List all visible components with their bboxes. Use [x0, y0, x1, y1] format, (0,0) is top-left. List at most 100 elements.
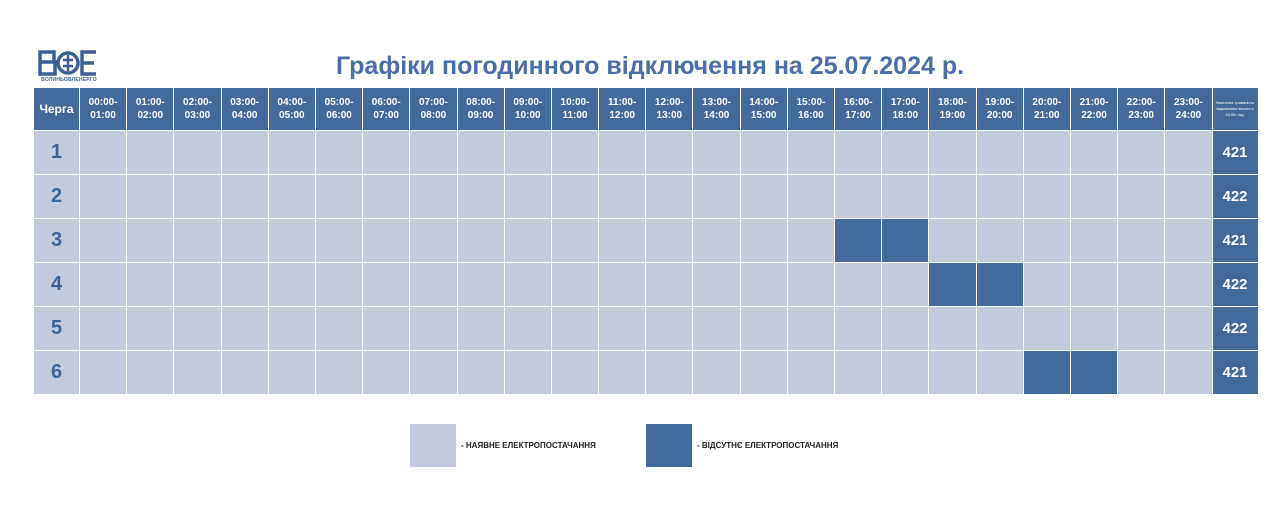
power-on-cell — [739, 350, 788, 395]
total-duration: 422 — [1211, 262, 1259, 307]
hour-header-from: 10:00- — [560, 97, 590, 108]
power-on-cell — [503, 350, 552, 395]
power-on-cell — [126, 262, 175, 307]
hour-header-from: 23:00- — [1173, 97, 1203, 108]
power-on-cell — [598, 306, 647, 351]
power-on-cell — [975, 218, 1024, 263]
hour-header-to: 09:00 — [467, 110, 494, 121]
total-duration: 422 — [1211, 174, 1259, 219]
power-on-cell — [314, 306, 364, 351]
logo-mark-icon — [38, 50, 96, 76]
power-on-cell — [1022, 218, 1071, 263]
power-on-cell — [881, 350, 930, 395]
hour-header-from: 12:00- — [654, 97, 684, 108]
hour-header-to: 07:00 — [373, 110, 399, 121]
hour-header-to: 20:00 — [986, 110, 1013, 121]
power-on-cell — [503, 218, 552, 263]
hour-header-to: 23:00 — [1128, 110, 1154, 121]
hour-header-from: 08:00- — [466, 97, 496, 108]
power-on-cell — [220, 262, 269, 307]
power-on-cell — [1069, 218, 1119, 263]
hour-header-to: 10:00 — [514, 110, 541, 121]
power-on-cell — [550, 262, 600, 307]
power-on-cell — [1022, 174, 1071, 219]
hour-header: 08:00- 09:00 — [456, 87, 505, 131]
power-on-cell — [833, 350, 883, 395]
power-on-cell — [78, 174, 128, 219]
power-on-cell — [833, 174, 883, 219]
hour-header: 23:00- 24:00 — [1164, 87, 1213, 131]
power-on-cell — [786, 174, 836, 219]
power-on-cell — [692, 350, 741, 395]
hour-header-to: 04:00 — [231, 110, 258, 121]
power-on-cell — [975, 350, 1024, 395]
power-on-cell — [645, 218, 694, 263]
queue-number: 4 — [33, 262, 80, 307]
power-on-cell — [692, 262, 741, 307]
hour-header-to: 24:00 — [1175, 110, 1202, 121]
legend-on-label: - НАЯВНЕ ЕЛЕКТРОПОСТАЧАННЯ — [461, 441, 596, 450]
hour-header-to: 05:00 — [279, 110, 305, 121]
hour-header-from: 20:00- — [1032, 97, 1062, 108]
total-duration: 422 — [1211, 306, 1259, 351]
power-on-cell — [1022, 306, 1071, 351]
power-on-cell — [503, 262, 552, 307]
power-on-cell — [692, 130, 741, 175]
power-on-cell — [78, 262, 128, 307]
power-on-cell — [173, 306, 222, 351]
power-on-cell — [739, 130, 788, 175]
power-on-cell — [645, 174, 694, 219]
power-on-cell — [1164, 306, 1213, 351]
hour-header-from: 15:00- — [796, 97, 826, 108]
power-on-cell — [409, 218, 458, 263]
outage-cell — [975, 262, 1024, 307]
power-on-cell — [409, 350, 458, 395]
hour-header-from: 11:00- — [607, 97, 637, 108]
page-title: Графіки погодинного відключення на 25.07… — [335, 52, 965, 80]
power-on-cell — [1069, 262, 1119, 307]
hour-header: 10:00- 11:00 — [550, 87, 600, 131]
power-on-cell — [126, 306, 175, 351]
power-on-cell — [409, 306, 458, 351]
power-on-cell — [362, 218, 411, 263]
power-on-cell — [881, 174, 930, 219]
power-on-cell — [267, 306, 316, 351]
power-on-cell — [1022, 130, 1071, 175]
hour-header-from: 02:00- — [183, 97, 212, 108]
hour-header-from: 19:00- — [985, 97, 1015, 108]
power-on-cell — [267, 350, 316, 395]
power-on-cell — [786, 350, 836, 395]
table-row: 5 422 — [33, 306, 1259, 351]
hour-header: 20:00- 21:00 — [1022, 87, 1071, 131]
power-on-cell — [314, 262, 364, 307]
hour-header-to: 13:00 — [656, 110, 683, 121]
queue-number: 2 — [33, 174, 80, 219]
total-duration-header: Фактична тривалість відключень всього з … — [1211, 87, 1259, 131]
hour-header-to: 16:00 — [798, 110, 824, 121]
power-on-cell — [928, 174, 977, 219]
power-on-cell — [598, 218, 647, 263]
power-on-cell — [126, 218, 175, 263]
power-on-cell — [409, 262, 458, 307]
power-on-cell — [550, 174, 600, 219]
hour-header: 15:00- 16:00 — [786, 87, 836, 131]
power-on-cell — [173, 218, 222, 263]
power-on-cell — [456, 174, 505, 219]
power-on-cell — [975, 174, 1024, 219]
table-row: 1 421 — [33, 130, 1259, 175]
power-on-cell — [78, 350, 128, 395]
power-on-cell — [220, 130, 269, 175]
legend-off-label: - ВІДСУТНЄ ЕЛЕКТРОПОСТАЧАННЯ — [697, 441, 839, 450]
hour-header-to: 02:00 — [137, 110, 164, 121]
hour-header: 13:00- 14:00 — [692, 87, 741, 131]
hour-header: 18:00- 19:00 — [928, 87, 977, 131]
hour-header: 00:00- 01:00 — [78, 87, 128, 131]
power-on-cell — [314, 130, 364, 175]
power-on-cell — [362, 350, 411, 395]
power-on-cell — [78, 130, 128, 175]
outage-cell — [833, 218, 883, 263]
hour-header-to: 19:00 — [939, 110, 966, 121]
power-on-cell — [1164, 130, 1213, 175]
queue-number: 1 — [33, 130, 80, 175]
legend-off-swatch — [646, 424, 692, 467]
